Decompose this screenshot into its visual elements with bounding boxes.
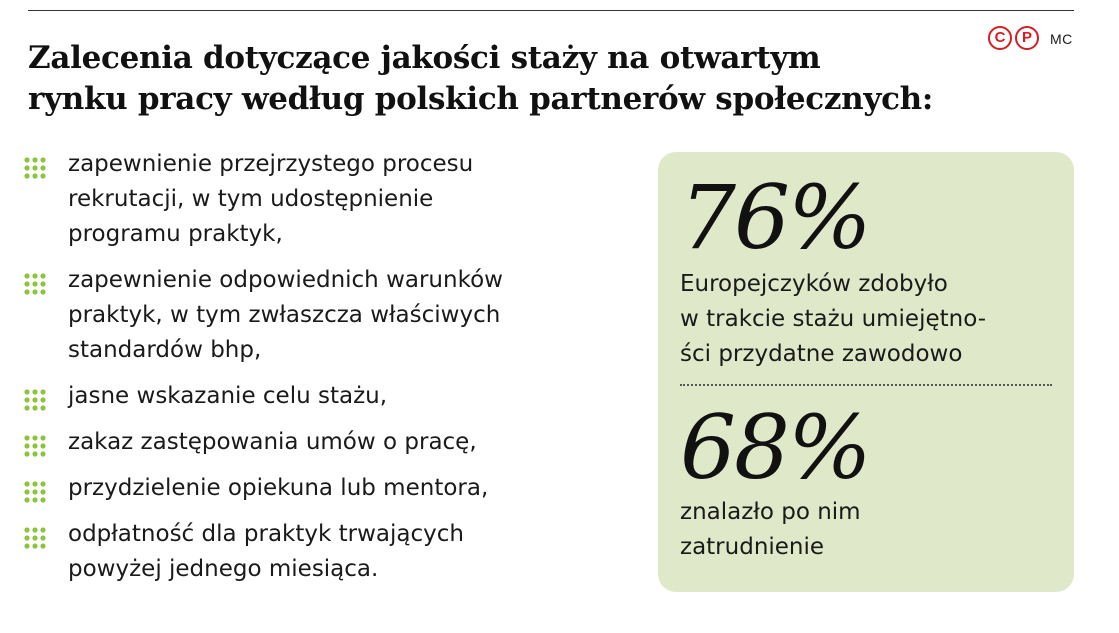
- top-rule: [28, 10, 1074, 11]
- list-item-text: odpłatność dla praktyk trwających: [68, 521, 464, 547]
- list-item-text: zakaz zastępowania umów o pracę,: [68, 429, 477, 455]
- list-item: jasne wskazanie celu stażu,: [24, 379, 624, 414]
- list-item: zapewnienie odpowiednich warunków prakty…: [24, 263, 624, 368]
- green-dot-grid-icon: [24, 435, 46, 457]
- list-item-text: jasne wskazanie celu stażu,: [68, 383, 388, 409]
- stat-description: Europejczyków zdobyło w trakcie stażu um…: [680, 267, 986, 372]
- list-item: odpłatność dla praktyk trwających powyże…: [24, 517, 624, 587]
- stat-description: znalazło po nim zatrudnienie: [680, 495, 861, 565]
- dotted-divider: [680, 384, 1052, 386]
- title-line: rynku pracy według polskich partnerów sp…: [28, 81, 934, 117]
- stat-description-line: zatrudnienie: [680, 534, 825, 560]
- list-item: zapewnienie przejrzystego procesu rekrut…: [24, 147, 624, 252]
- green-dot-grid-icon: [24, 481, 46, 503]
- logo-p-icon: P: [1015, 26, 1039, 50]
- list-item-text: powyżej jednego miesiąca.: [68, 556, 379, 582]
- list-item-text: przydzielenie opiekuna lub mentora,: [68, 475, 489, 501]
- recommendations-list: zapewnienie przejrzystego procesu rekrut…: [24, 147, 624, 598]
- list-item: przydzielenie opiekuna lub mentora,: [24, 471, 624, 506]
- list-item-text: programu praktyk,: [68, 221, 283, 247]
- stat-description-line: ści przydatne zawodowo: [680, 341, 963, 367]
- page-title: Zalecenia dotyczące jakości staży na otw…: [28, 38, 1028, 120]
- green-dot-grid-icon: [24, 157, 46, 179]
- author-initials: MC: [1050, 31, 1073, 47]
- stats-panel: 76% Europejczyków zdobyło w trakcie staż…: [658, 152, 1074, 592]
- green-dot-grid-icon: [24, 273, 46, 295]
- logo-c-icon: C: [988, 26, 1012, 50]
- list-item-text: zapewnienie odpowiednich warunków: [68, 267, 503, 293]
- list-item-text: rekrutacji, w tym udostępnienie: [68, 186, 434, 212]
- stat-description-line: w trakcie stażu umiejętno-: [680, 306, 987, 332]
- list-item-text: standardów bhp,: [68, 337, 262, 363]
- title-line: Zalecenia dotyczące jakości staży na otw…: [28, 40, 821, 76]
- list-item: zakaz zastępowania umów o pracę,: [24, 425, 624, 460]
- stat-description-line: Europejczyków zdobyło: [680, 271, 948, 297]
- publisher-logo: C P: [988, 26, 1039, 50]
- green-dot-grid-icon: [24, 389, 46, 411]
- list-item-text: zapewnienie przejrzystego procesu: [68, 151, 474, 177]
- stat-value: 76%: [680, 166, 872, 269]
- stat-description-line: znalazło po nim: [680, 499, 861, 525]
- list-item-text: praktyk, w tym zwłaszcza właściwych: [68, 302, 501, 328]
- stat-value: 68%: [680, 396, 872, 499]
- green-dot-grid-icon: [24, 527, 46, 549]
